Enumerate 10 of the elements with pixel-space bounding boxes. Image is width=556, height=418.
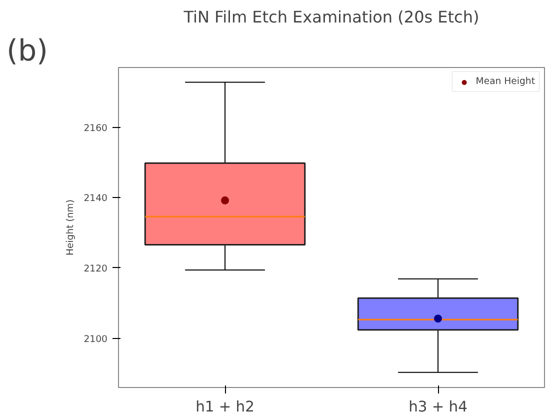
x-tick-label: h1 + h2 [196, 398, 254, 416]
x-tick-label: h3 + h4 [408, 398, 468, 416]
y-axis-title: Height (nm) [64, 199, 76, 256]
y-tick-label: 2100 [84, 334, 108, 345]
chart-title: TiN Film Etch Examination (20s Etch) [182, 8, 480, 26]
legend-label: Mean Height [476, 76, 535, 87]
text: (b) [6, 34, 48, 68]
y-tick-label: 2160 [84, 122, 108, 134]
y-tick-label: 2120 [84, 263, 108, 274]
y-tick-label: 2140 [84, 193, 108, 204]
